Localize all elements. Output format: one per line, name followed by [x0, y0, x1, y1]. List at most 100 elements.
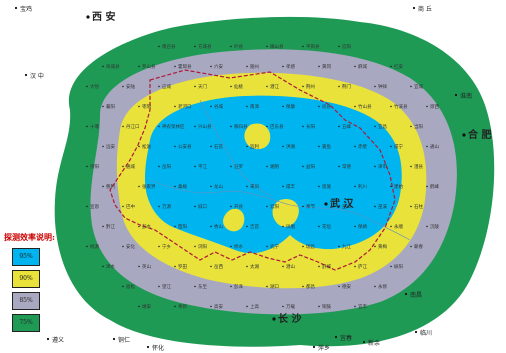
- county-label: 安化: [126, 243, 135, 250]
- county-marker: [158, 85, 160, 88]
- county-label: 来凤: [250, 184, 259, 190]
- county-label: 潜山: [286, 263, 295, 270]
- county-marker: [318, 105, 320, 108]
- county-marker: [426, 185, 428, 188]
- city-pingxiang-label: 萍乡: [318, 344, 330, 352]
- county-marker: [138, 225, 140, 228]
- county-marker: [230, 165, 232, 168]
- county-label: 叶县: [234, 43, 243, 50]
- county-marker: [86, 165, 88, 168]
- county-label: 谷城: [214, 103, 223, 110]
- city-shangqiu-marker: [412, 6, 416, 10]
- county-marker: [246, 305, 248, 308]
- county-label: 太湖: [250, 263, 259, 270]
- legend-label-95: 95%: [19, 253, 33, 260]
- county-label: 松滋: [142, 143, 151, 150]
- county-marker: [102, 225, 104, 228]
- county-marker: [318, 305, 320, 308]
- county-label: 桃源: [90, 243, 99, 250]
- zone-90-inner-patch-2: [272, 198, 299, 227]
- county-marker: [158, 245, 160, 248]
- county-marker: [302, 45, 304, 48]
- county-label: 长阳: [306, 123, 315, 130]
- county-label: 石首: [214, 143, 223, 150]
- zone-90-inner-patch: [244, 123, 271, 150]
- city-zunyi-marker: [46, 337, 50, 341]
- county-marker: [174, 185, 176, 188]
- county-marker: [230, 45, 232, 48]
- county-marker: [246, 145, 248, 148]
- county-label: 霍邱县: [178, 63, 192, 70]
- city-huaihua-marker: [146, 345, 150, 349]
- city-linchuan-label: 临川: [420, 329, 432, 337]
- county-label: 凤凰: [286, 224, 295, 230]
- city-tongren-label: 铜仁: [118, 336, 130, 344]
- county-label: 九江: [342, 243, 351, 250]
- city-xinyu-label: 新余: [368, 339, 380, 347]
- legend-swatch-90: 90%: [12, 270, 40, 288]
- county-marker: [210, 265, 212, 268]
- county-label: 天门: [198, 83, 207, 90]
- county-label: 万载: [286, 303, 295, 310]
- county-label: 黄冈: [322, 63, 331, 70]
- county-marker: [302, 205, 304, 208]
- county-marker: [266, 245, 268, 248]
- county-label: 高安: [214, 303, 223, 310]
- county-marker: [282, 65, 284, 68]
- zone-95-percent: [145, 95, 402, 254]
- county-marker: [102, 65, 104, 68]
- county-label: 荆门: [342, 83, 351, 90]
- county-label: 麻城: [358, 63, 367, 70]
- county-label: 信阳: [342, 43, 351, 50]
- county-label: 岳西: [214, 263, 223, 270]
- city-hefei-marker: [462, 133, 466, 137]
- city-baoji-label: 宝鸡: [20, 5, 32, 13]
- county-marker: [318, 145, 320, 148]
- county-marker: [426, 145, 428, 148]
- county-marker: [410, 125, 412, 128]
- county-marker: [390, 65, 392, 68]
- county-marker: [174, 105, 176, 108]
- county-label: 黄梅: [378, 243, 387, 250]
- county-marker: [174, 225, 176, 228]
- county-marker: [246, 105, 248, 108]
- county-label: 通城: [126, 163, 135, 170]
- county-marker: [410, 205, 412, 208]
- county-label: 宁乡: [162, 243, 171, 250]
- county-marker: [194, 165, 196, 168]
- county-label: 万源: [162, 203, 171, 210]
- county-label: 确山县: [270, 43, 284, 50]
- county-marker: [210, 305, 212, 308]
- county-marker: [302, 285, 304, 288]
- county-marker: [374, 85, 376, 88]
- county-marker: [86, 245, 88, 248]
- county-marker: [282, 105, 284, 108]
- county-label: 石柱: [414, 203, 423, 210]
- county-marker: [210, 185, 212, 188]
- county-marker: [354, 105, 356, 108]
- county-marker: [194, 125, 196, 128]
- county-marker: [122, 165, 124, 168]
- county-marker: [230, 85, 232, 88]
- county-label: 花垣: [322, 223, 331, 230]
- county-label: 保康: [286, 103, 295, 110]
- county-label: 钟祥: [378, 83, 387, 90]
- county-marker: [174, 65, 176, 68]
- county-marker: [282, 185, 284, 188]
- county-marker: [338, 165, 340, 168]
- county-label: 修水: [234, 243, 243, 250]
- county-label: 赤壁: [358, 143, 367, 150]
- county-label: 益阳: [306, 163, 315, 170]
- county-label: 竹山县: [358, 103, 372, 110]
- county-marker: [302, 125, 304, 128]
- county-label: 彭泽: [234, 283, 243, 290]
- county-label: 铜鼓: [322, 303, 331, 310]
- county-label: 竹溪县: [394, 103, 408, 110]
- county-marker: [266, 285, 268, 288]
- county-label: 城口: [198, 203, 207, 210]
- county-marker: [230, 205, 232, 208]
- county-label: 六安: [214, 63, 223, 70]
- county-label: 庐江: [358, 263, 367, 270]
- county-label: 潜江: [270, 83, 279, 90]
